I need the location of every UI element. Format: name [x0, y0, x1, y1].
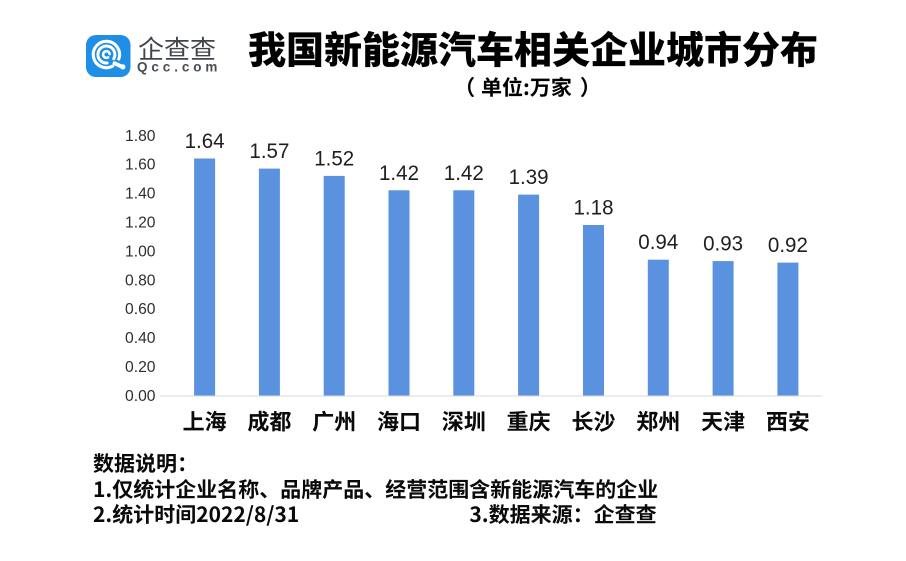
svg-text:1.20: 1.20 — [125, 215, 156, 232]
svg-text:1.60: 1.60 — [125, 157, 156, 174]
svg-text:1.39: 1.39 — [509, 166, 549, 189]
svg-text:0.93: 0.93 — [703, 233, 743, 256]
svg-text:1.52: 1.52 — [314, 147, 354, 170]
svg-text:1.40: 1.40 — [125, 186, 156, 203]
svg-text:0.92: 0.92 — [768, 234, 808, 257]
svg-text:1.57: 1.57 — [249, 140, 289, 163]
svg-text:0.94: 0.94 — [638, 231, 678, 254]
svg-text:1.42: 1.42 — [379, 162, 419, 185]
svg-text:1.18: 1.18 — [574, 197, 614, 220]
svg-text:Qcc.com: Qcc.com — [137, 60, 221, 75]
svg-text:0.80: 0.80 — [125, 272, 156, 289]
svg-text:1.42: 1.42 — [444, 162, 484, 185]
svg-text:0.00: 0.00 — [125, 388, 156, 405]
svg-text:0.60: 0.60 — [125, 301, 156, 318]
svg-text:1.80: 1.80 — [125, 128, 156, 145]
svg-text:1.00: 1.00 — [125, 243, 156, 260]
svg-text:0.20: 0.20 — [125, 359, 156, 376]
svg-text:1.64: 1.64 — [185, 130, 225, 153]
svg-text:0.40: 0.40 — [125, 330, 156, 347]
